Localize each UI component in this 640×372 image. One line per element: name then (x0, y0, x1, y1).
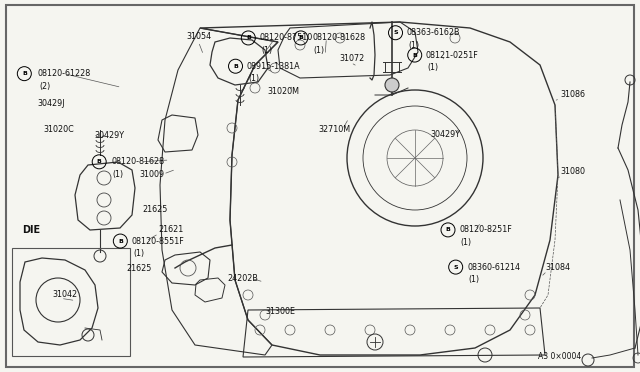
Text: S: S (393, 30, 398, 35)
Text: (1): (1) (133, 249, 144, 258)
Text: 31009: 31009 (140, 170, 164, 179)
Text: B: B (298, 35, 303, 41)
Text: 08915-1381A: 08915-1381A (246, 62, 300, 71)
Text: B: B (97, 159, 102, 164)
Text: 21621: 21621 (159, 225, 184, 234)
Text: 32710M: 32710M (319, 125, 351, 134)
Text: 31086: 31086 (560, 90, 585, 99)
Text: 31054: 31054 (187, 32, 212, 41)
Text: 21625: 21625 (127, 264, 152, 273)
Text: (1): (1) (408, 41, 419, 50)
Text: 31020M: 31020M (268, 87, 300, 96)
Text: 30429Y: 30429Y (430, 130, 460, 139)
Text: 08120-8251F: 08120-8251F (460, 225, 512, 234)
Text: 08120-8551F: 08120-8551F (131, 237, 184, 246)
Text: 31080: 31080 (560, 167, 585, 176)
Text: 30429Y: 30429Y (95, 131, 125, 140)
Text: (1): (1) (461, 238, 472, 247)
Text: (1): (1) (261, 46, 272, 55)
Text: A3 0×0004: A3 0×0004 (538, 352, 581, 361)
Text: (1): (1) (248, 74, 259, 83)
Text: S: S (453, 264, 458, 270)
Text: 08120-61228: 08120-61228 (37, 69, 90, 78)
Text: 24202B: 24202B (227, 274, 258, 283)
Circle shape (385, 78, 399, 92)
Text: B: B (22, 71, 27, 76)
Text: 31020C: 31020C (44, 125, 74, 134)
Text: B: B (445, 227, 451, 232)
Text: DIE: DIE (22, 225, 40, 235)
Text: 08120-87510: 08120-87510 (259, 33, 312, 42)
Text: 31300E: 31300E (266, 307, 296, 316)
Text: (1): (1) (468, 275, 479, 284)
Bar (12, 248, 130, 356)
Text: (2): (2) (40, 82, 51, 91)
Text: (1): (1) (314, 46, 324, 55)
Text: B: B (412, 52, 417, 58)
Text: B: B (233, 64, 238, 69)
Text: 08360-61214: 08360-61214 (467, 263, 520, 272)
Text: B: B (118, 238, 123, 244)
Text: 21625: 21625 (142, 205, 168, 214)
Text: B: B (246, 35, 251, 41)
Text: 08120-81628: 08120-81628 (112, 157, 165, 166)
Text: 30429J: 30429J (37, 99, 65, 108)
Text: (1): (1) (428, 63, 438, 72)
Text: 31072: 31072 (339, 54, 364, 63)
Text: 08121-0251F: 08121-0251F (426, 51, 478, 60)
Text: 08363-6162B: 08363-6162B (406, 28, 460, 37)
Text: 31042: 31042 (52, 290, 77, 299)
Text: (1): (1) (112, 170, 123, 179)
Text: 31084: 31084 (545, 263, 570, 272)
Text: 08120-81628: 08120-81628 (312, 33, 365, 42)
